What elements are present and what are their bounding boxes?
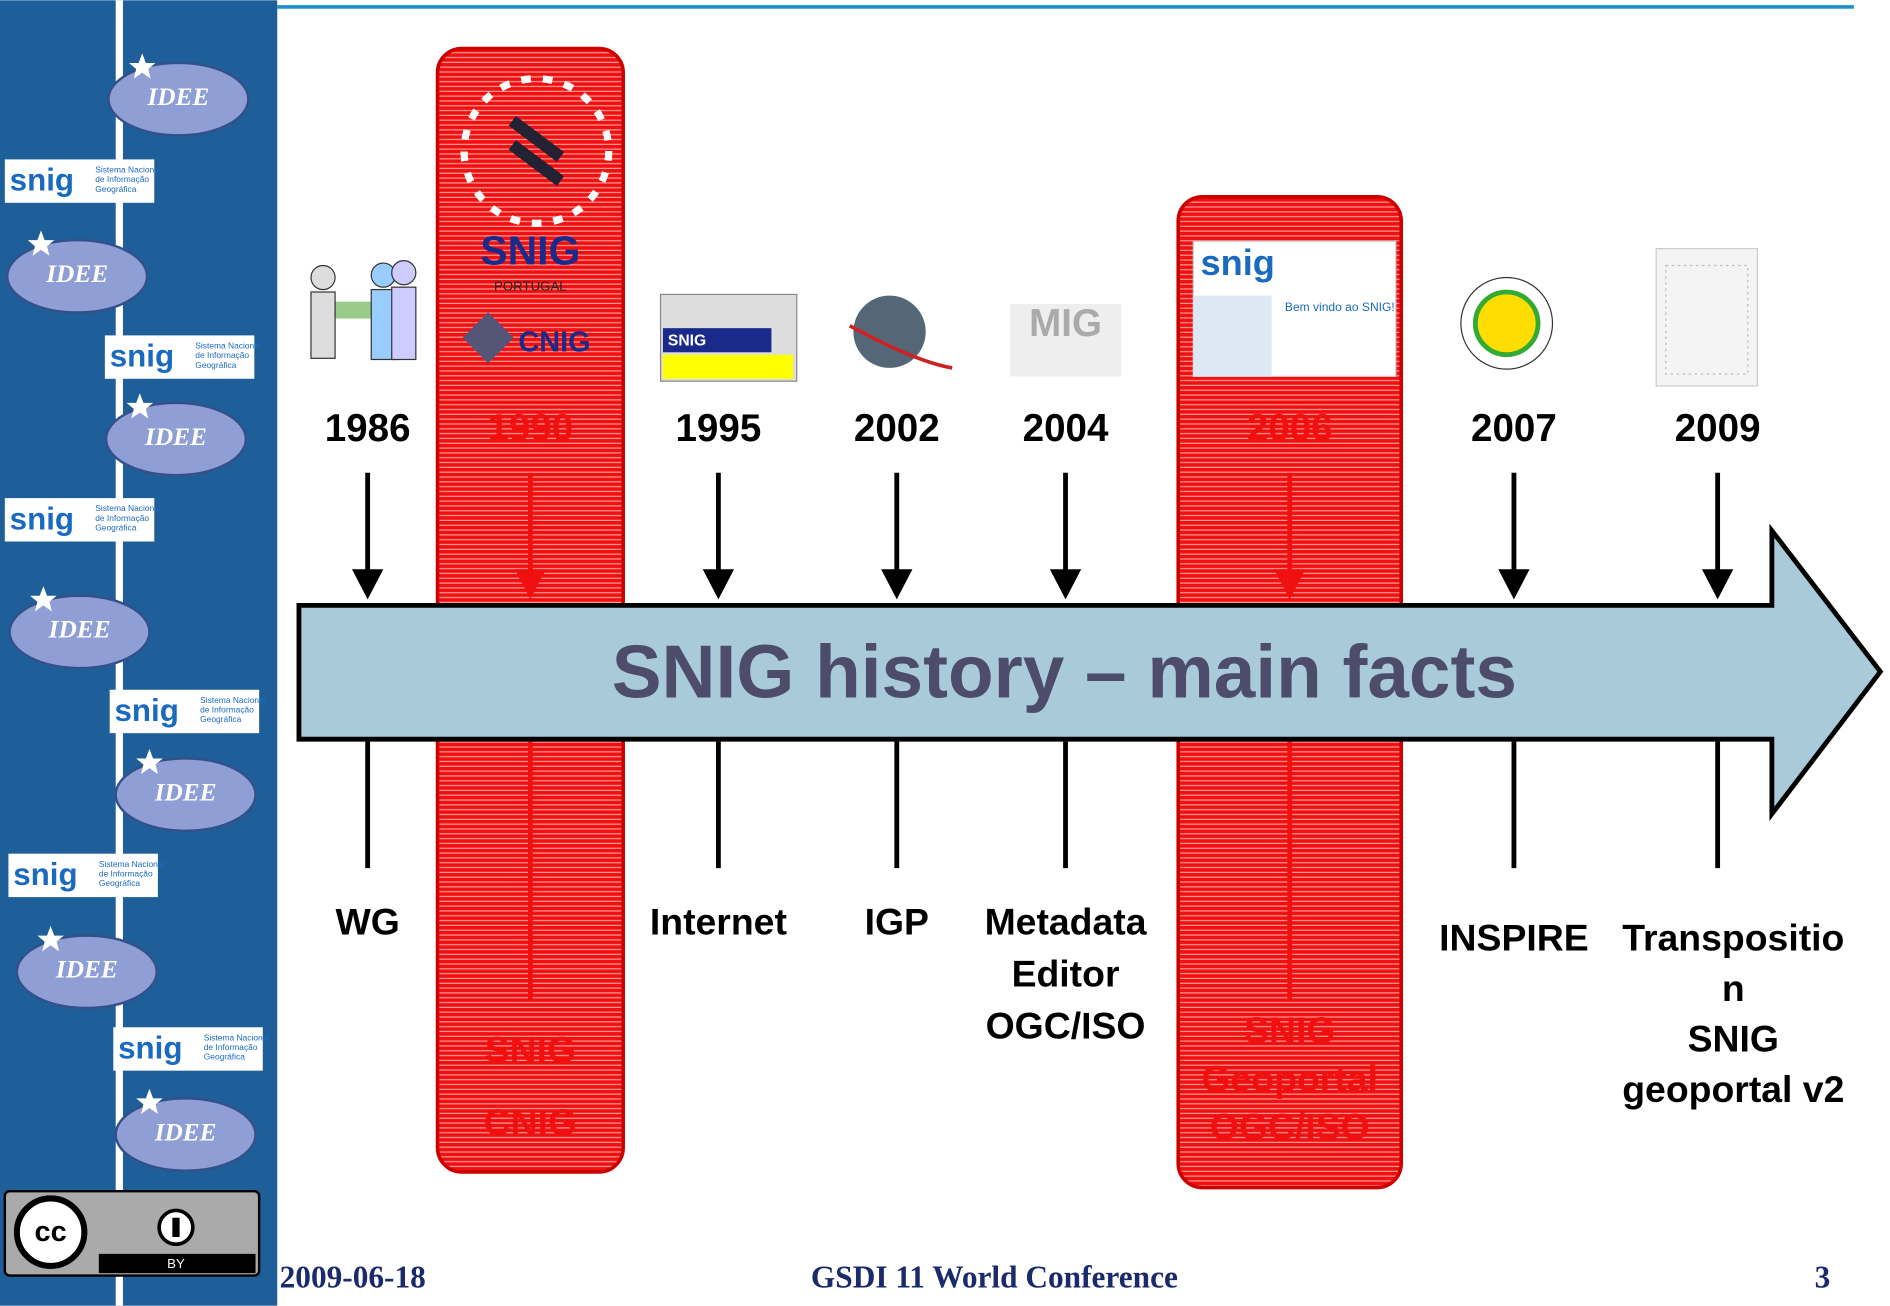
snig-caption: Geográfica — [204, 1052, 246, 1062]
year: 1990 — [487, 407, 573, 450]
page-number: 3 — [1815, 1260, 1831, 1295]
icon-text: CNIG — [518, 326, 590, 358]
year: 1986 — [325, 407, 411, 450]
year: 2006 — [1247, 407, 1333, 450]
event-label: Metadata — [985, 901, 1148, 943]
event-label: WG — [335, 901, 399, 943]
snig-caption: Geográfica — [95, 522, 137, 532]
event-label: Editor — [1012, 953, 1120, 995]
year: 1995 — [675, 407, 761, 450]
snig-caption: Sistema Nacional — [200, 695, 266, 705]
icon-text: PORTUGAL — [494, 279, 567, 294]
event-label: geoportal v2 — [1622, 1068, 1844, 1110]
year: 2007 — [1471, 407, 1557, 450]
idee-text: IDEE — [45, 260, 108, 288]
idee-text: IDEE — [154, 778, 217, 806]
idee-text: IDEE — [55, 956, 118, 984]
snig-logo: snig — [118, 1030, 182, 1065]
snig-caption: de Informação — [99, 868, 153, 878]
event-label: OGC/ISO — [1210, 1106, 1370, 1148]
snig-caption: Geográfica — [195, 360, 237, 370]
arrow-head — [881, 569, 912, 599]
snig-caption: Geográfica — [200, 714, 242, 724]
arrow-head — [703, 569, 734, 599]
snig-caption: Sistema Nacional — [95, 503, 161, 513]
footer-conference: GSDI 11 World Conference — [811, 1260, 1178, 1295]
event-label: SNIG — [1688, 1018, 1779, 1060]
snig-caption: Sistema Nacional — [95, 164, 161, 174]
snig-caption: Sistema Nacional — [99, 859, 165, 869]
icon-text: SNIG — [668, 333, 706, 350]
year: 2002 — [854, 407, 940, 450]
event-label: IGP — [865, 901, 929, 943]
snig-caption: de Informação — [200, 704, 254, 714]
title: SNIG history – main facts — [612, 629, 1517, 713]
event-label: CNIG — [484, 1101, 577, 1143]
svg-text:cc: cc — [35, 1216, 67, 1248]
license: BY — [167, 1256, 185, 1271]
snig-logo: snig — [13, 857, 77, 892]
year: 2009 — [1675, 407, 1761, 450]
idee-text: IDEE — [154, 1118, 217, 1146]
icon-text: snig — [1201, 242, 1275, 283]
snig-caption: Sistema Nacional — [195, 340, 261, 350]
icon-geoportal: snig Bem vindo ao SNIG! — [1193, 241, 1396, 376]
year: 2004 — [1023, 407, 1109, 450]
icon-mig: MIG — [1010, 302, 1121, 376]
icon-text: SNIG — [480, 227, 580, 273]
idee-text: IDEE — [48, 616, 111, 644]
event-label: Transpositio — [1622, 916, 1844, 958]
top-rule — [277, 5, 1854, 9]
snig-caption: de Informação — [95, 513, 149, 523]
footer-date: 2009-06-18 — [280, 1260, 426, 1295]
cc-badge: cc BY — [5, 1191, 259, 1275]
snig-caption: de Informação — [204, 1042, 258, 1052]
icon-browser: SNIG — [661, 294, 797, 381]
icon-text: MIG — [1029, 302, 1102, 345]
snig-caption: de Informação — [95, 174, 149, 184]
icon-document — [1656, 249, 1757, 386]
event-label: n — [1722, 967, 1745, 1009]
icon-inspire — [1461, 278, 1553, 370]
arrow-head — [1050, 569, 1081, 599]
arrow-head — [352, 569, 383, 599]
event-label: Internet — [650, 901, 787, 943]
arrow-head — [1702, 569, 1733, 599]
snig-caption: Geográfica — [99, 878, 141, 888]
page: IDEE IDEE IDEE IDEE IDEE IDEE IDEE snig Sistema … — [0, 0, 1890, 1306]
icon-people — [311, 261, 416, 360]
icon-globe — [850, 296, 952, 368]
icon-text: Bem vindo ao SNIG! — [1285, 300, 1395, 314]
snig-logo: snig — [10, 163, 74, 198]
event-label: Geoportal — [1202, 1057, 1378, 1099]
snig-logo: snig — [115, 693, 179, 728]
idee-text: IDEE — [144, 423, 207, 451]
idee-text: IDEE — [146, 83, 209, 111]
snig-caption: de Informação — [195, 350, 249, 360]
event-label: OGC/ISO — [986, 1004, 1146, 1046]
snig-logo: snig — [10, 501, 74, 536]
snig-caption: Sistema Nacional — [204, 1032, 270, 1042]
event-label: SNIG — [485, 1028, 576, 1070]
arrow-head — [1498, 569, 1529, 599]
slide: IDEE IDEE IDEE IDEE IDEE IDEE IDEE snig Sistema … — [0, 0, 1890, 1306]
event-label: INSPIRE — [1439, 916, 1588, 958]
event-label: SNIG — [1244, 1009, 1335, 1051]
snig-caption: Geográfica — [95, 184, 137, 194]
snig-logo: snig — [110, 339, 174, 374]
